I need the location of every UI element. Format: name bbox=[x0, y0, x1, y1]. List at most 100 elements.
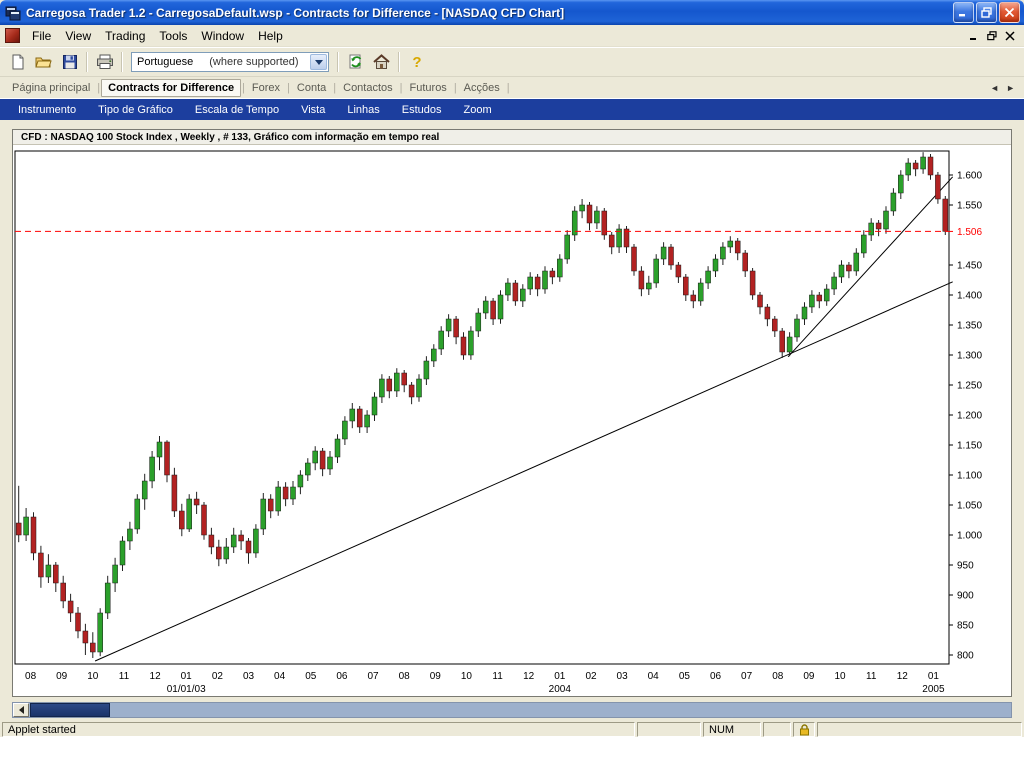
svg-text:1.600: 1.600 bbox=[957, 171, 982, 182]
svg-text:10: 10 bbox=[87, 671, 99, 682]
tab-accoes[interactable]: Acções bbox=[463, 81, 500, 94]
svg-text:12: 12 bbox=[150, 671, 162, 682]
scrollbar-thumb[interactable] bbox=[30, 703, 110, 717]
svg-text:1.350: 1.350 bbox=[957, 321, 982, 332]
menu-window[interactable]: Window bbox=[201, 28, 245, 43]
help-button[interactable]: ? bbox=[404, 50, 429, 75]
tab-divider: | bbox=[453, 81, 457, 94]
print-button[interactable] bbox=[92, 50, 117, 75]
chart-menu-escala-de-tempo[interactable]: Escala de Tempo bbox=[194, 103, 280, 116]
svg-text:950: 950 bbox=[957, 561, 974, 572]
menu-file[interactable]: File bbox=[32, 28, 52, 43]
svg-text:11: 11 bbox=[866, 671, 877, 682]
save-button[interactable] bbox=[57, 50, 82, 75]
tab-scroll-right-icon[interactable]: ► bbox=[1006, 82, 1015, 93]
svg-text:2004: 2004 bbox=[549, 684, 572, 695]
svg-text:10: 10 bbox=[461, 671, 473, 682]
refresh-icon bbox=[349, 54, 361, 69]
svg-text:07: 07 bbox=[741, 671, 753, 682]
svg-text:05: 05 bbox=[679, 671, 691, 682]
price-chart[interactable]: 800 850 900 950 1.000 1.050 1.100 1.150 1.200 1.2… bbox=[13, 145, 1011, 696]
save-floppy-icon bbox=[62, 55, 77, 69]
toolbar-separator bbox=[86, 52, 88, 72]
tab-conta[interactable]: Conta bbox=[296, 81, 327, 94]
menu-tools[interactable]: Tools bbox=[159, 28, 188, 43]
open-folder-icon bbox=[35, 57, 52, 68]
language-note: (where supported) bbox=[209, 56, 299, 68]
refresh-button[interactable] bbox=[343, 50, 368, 75]
mdi-restore-button[interactable] bbox=[983, 28, 1000, 43]
svg-text:02: 02 bbox=[585, 671, 597, 682]
new-button[interactable] bbox=[5, 50, 30, 75]
svg-text:1.506: 1.506 bbox=[957, 227, 982, 238]
tab-futuros[interactable]: Futuros bbox=[409, 81, 447, 94]
mdi-close-button[interactable] bbox=[1001, 28, 1018, 43]
chart-menu-bar: Instrumento Tipo de Gráfico Escala de Te… bbox=[0, 99, 1024, 120]
tab-contactos[interactable]: Contactos bbox=[343, 81, 393, 94]
open-button[interactable] bbox=[31, 50, 56, 75]
svg-text:12: 12 bbox=[897, 671, 909, 682]
svg-text:10: 10 bbox=[834, 671, 846, 682]
svg-text:07: 07 bbox=[367, 671, 379, 682]
svg-text:01: 01 bbox=[554, 671, 566, 682]
svg-text:1.550: 1.550 bbox=[957, 201, 982, 212]
chart-menu-linhas[interactable]: Linhas bbox=[347, 103, 380, 116]
mdi-minimize-button[interactable] bbox=[965, 28, 982, 43]
scroll-left-button[interactable] bbox=[13, 703, 29, 717]
toolbar-separator bbox=[398, 52, 400, 72]
chart-menu-estudos[interactable]: Estudos bbox=[401, 103, 442, 116]
status-panel bbox=[817, 722, 1022, 737]
svg-text:11: 11 bbox=[119, 671, 130, 682]
svg-text:09: 09 bbox=[430, 671, 442, 682]
tab-divider: | bbox=[97, 81, 101, 94]
svg-text:03: 03 bbox=[243, 671, 255, 682]
document-icon[interactable] bbox=[5, 28, 20, 43]
window-title: Carregosa Trader 1.2 - CarregosaDefault.… bbox=[26, 5, 565, 20]
lock-icon bbox=[799, 723, 809, 735]
svg-text:01: 01 bbox=[181, 671, 193, 682]
menu-bar: File View Trading Tools Window Help bbox=[0, 25, 1024, 47]
svg-text:1.250: 1.250 bbox=[957, 381, 982, 392]
svg-text:800: 800 bbox=[957, 651, 974, 662]
tab-scroll-left-icon[interactable]: ◄ bbox=[990, 82, 1000, 93]
svg-text:09: 09 bbox=[803, 671, 815, 682]
menu-view[interactable]: View bbox=[65, 28, 92, 43]
svg-text:08: 08 bbox=[399, 671, 411, 682]
svg-text:06: 06 bbox=[710, 671, 722, 682]
chart-menu-tipo-de-grafico[interactable]: Tipo de Gráfico bbox=[98, 103, 173, 116]
toolbar: Portuguese (where supported) bbox=[0, 47, 1024, 77]
chart-title: CFD : NASDAQ 100 Stock Index , Weekly , … bbox=[13, 130, 1011, 145]
svg-text:1.200: 1.200 bbox=[957, 411, 982, 422]
svg-text:1.100: 1.100 bbox=[957, 471, 982, 482]
svg-text:1.050: 1.050 bbox=[957, 501, 982, 512]
tab-pagina-principal[interactable]: Página principal bbox=[12, 81, 91, 94]
svg-text:?: ? bbox=[412, 54, 421, 70]
svg-text:1.150: 1.150 bbox=[957, 441, 982, 452]
tab-divider: | bbox=[506, 81, 510, 94]
minimize-button[interactable] bbox=[953, 2, 974, 23]
svg-text:08: 08 bbox=[772, 671, 784, 682]
svg-text:06: 06 bbox=[336, 671, 348, 682]
num-lock-indicator: NUM bbox=[703, 722, 761, 737]
home-icon bbox=[373, 54, 390, 69]
app-icon bbox=[5, 6, 21, 20]
chart-hscrollbar bbox=[12, 702, 1012, 718]
tab-divider: | bbox=[287, 81, 290, 94]
tab-forex[interactable]: Forex bbox=[251, 81, 281, 94]
tab-contracts-for-difference[interactable]: Contracts for Difference bbox=[101, 78, 242, 97]
language-combobox[interactable]: Portuguese (where supported) bbox=[131, 52, 329, 72]
menu-trading[interactable]: Trading bbox=[105, 28, 146, 43]
status-panel bbox=[637, 722, 701, 737]
svg-text:09: 09 bbox=[56, 671, 68, 682]
home-button[interactable] bbox=[369, 50, 394, 75]
chart-menu-instrumento[interactable]: Instrumento bbox=[18, 103, 77, 116]
menu-help[interactable]: Help bbox=[258, 28, 283, 43]
chart-menu-zoom[interactable]: Zoom bbox=[463, 103, 492, 116]
combobox-dropdown-button[interactable] bbox=[310, 54, 327, 70]
restore-button[interactable] bbox=[976, 2, 997, 23]
svg-text:1.000: 1.000 bbox=[957, 531, 982, 542]
chart-menu-vista[interactable]: Vista bbox=[301, 103, 326, 116]
status-message: Applet started bbox=[2, 722, 635, 737]
tab-divider: | bbox=[242, 81, 245, 94]
close-button[interactable] bbox=[999, 2, 1020, 23]
